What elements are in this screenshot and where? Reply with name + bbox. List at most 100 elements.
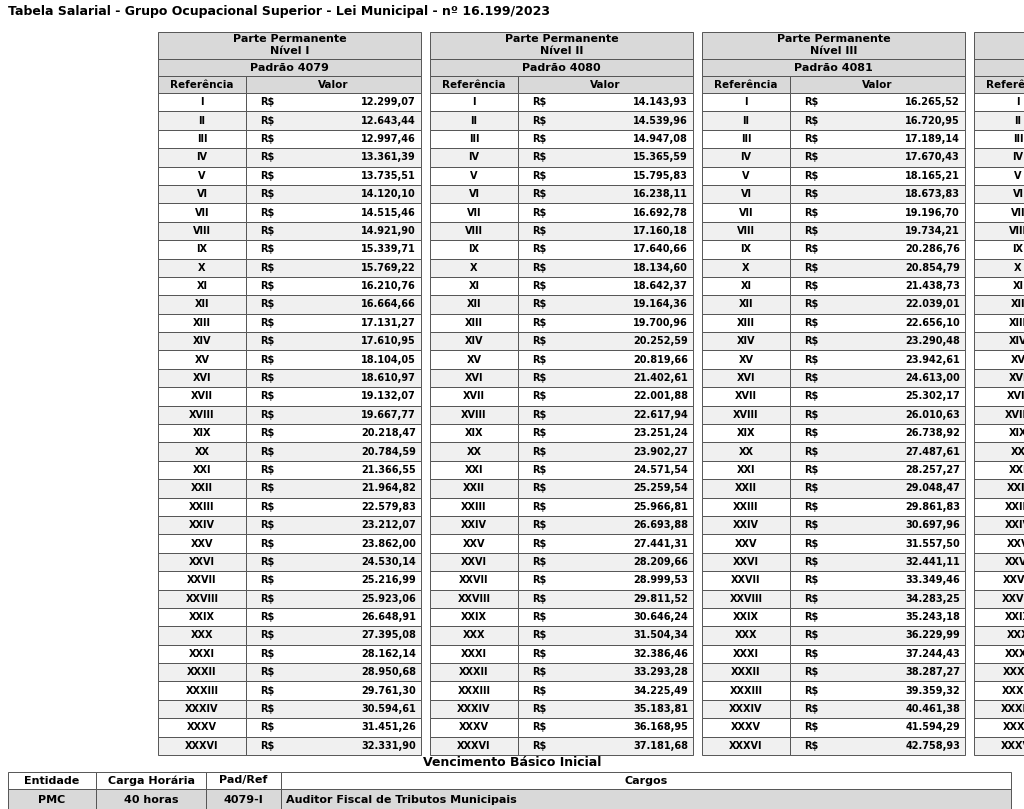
Text: 14.539,96: 14.539,96 — [633, 116, 688, 125]
Bar — [158, 203, 246, 222]
Text: R$: R$ — [804, 502, 818, 512]
Text: XVI: XVI — [465, 373, 483, 383]
Text: XXXV: XXXV — [187, 722, 217, 732]
Text: Referência: Referência — [442, 79, 506, 90]
Text: 25.923,06: 25.923,06 — [361, 594, 416, 604]
Bar — [702, 314, 790, 332]
Text: 26.693,88: 26.693,88 — [633, 520, 688, 530]
Bar — [246, 350, 421, 369]
Text: XII: XII — [738, 299, 754, 310]
Text: R$: R$ — [804, 686, 818, 696]
Bar — [790, 148, 965, 167]
Text: 27.441,31: 27.441,31 — [633, 539, 688, 549]
Text: R$: R$ — [804, 354, 818, 365]
Text: XXXIII: XXXIII — [729, 686, 763, 696]
Text: R$: R$ — [260, 281, 274, 291]
Bar — [790, 350, 965, 369]
Text: XXIX: XXIX — [189, 612, 215, 622]
Text: XXVI: XXVI — [733, 557, 759, 567]
Bar — [430, 129, 518, 148]
Bar — [702, 498, 790, 516]
Text: 33.293,28: 33.293,28 — [633, 667, 688, 677]
Text: XXVII: XXVII — [459, 575, 488, 585]
Bar — [246, 388, 421, 405]
Text: 31.504,34: 31.504,34 — [633, 630, 688, 641]
Text: R$: R$ — [260, 483, 274, 493]
Text: 13.361,39: 13.361,39 — [361, 152, 416, 163]
Bar — [974, 369, 1024, 388]
Bar — [430, 645, 518, 663]
Bar — [430, 369, 518, 388]
Text: XXII: XXII — [1007, 483, 1024, 493]
Bar — [246, 534, 421, 553]
Bar — [974, 93, 1024, 112]
Bar — [790, 553, 965, 571]
Text: III: III — [1013, 134, 1023, 144]
Text: R$: R$ — [532, 722, 546, 732]
Text: 18.165,21: 18.165,21 — [905, 171, 961, 180]
Bar — [790, 405, 965, 424]
Bar — [974, 259, 1024, 277]
Bar — [702, 479, 790, 498]
Text: R$: R$ — [260, 520, 274, 530]
Text: XXXVI: XXXVI — [458, 741, 490, 751]
Bar — [158, 718, 246, 737]
Text: XXVII: XXVII — [1004, 575, 1024, 585]
Bar — [790, 516, 965, 534]
Bar — [246, 148, 421, 167]
Bar — [96, 789, 206, 809]
Text: 16.720,95: 16.720,95 — [905, 116, 961, 125]
Bar — [974, 663, 1024, 681]
Bar — [281, 789, 1011, 809]
Bar — [702, 76, 790, 93]
Text: XXVIII: XXVIII — [729, 594, 763, 604]
Bar — [430, 590, 518, 608]
Text: XVIII: XVIII — [189, 410, 215, 420]
Bar — [246, 498, 421, 516]
Bar — [430, 424, 518, 443]
Text: 27.487,61: 27.487,61 — [905, 447, 961, 456]
Text: R$: R$ — [804, 465, 818, 475]
Text: XXVI: XXVI — [1005, 557, 1024, 567]
Bar — [158, 645, 246, 663]
Text: R$: R$ — [532, 299, 546, 310]
Text: 37.181,68: 37.181,68 — [633, 741, 688, 751]
Bar — [790, 590, 965, 608]
Text: 12.299,07: 12.299,07 — [361, 97, 416, 108]
Bar — [158, 259, 246, 277]
Text: XXXIV: XXXIV — [1001, 704, 1024, 714]
Text: Entidade: Entidade — [25, 776, 80, 786]
Text: XIV: XIV — [465, 337, 483, 346]
Bar — [518, 534, 693, 553]
Text: X: X — [1014, 263, 1022, 273]
Bar — [246, 76, 421, 93]
Text: XXIX: XXIX — [733, 612, 759, 622]
Text: XIX: XIX — [1009, 428, 1024, 438]
Bar — [430, 571, 518, 590]
Bar — [206, 772, 281, 789]
Bar — [158, 350, 246, 369]
Text: 31.451,26: 31.451,26 — [361, 722, 416, 732]
Text: R$: R$ — [532, 244, 546, 254]
Text: 12.643,44: 12.643,44 — [361, 116, 416, 125]
Text: XXX: XXX — [463, 630, 485, 641]
Text: R$: R$ — [804, 649, 818, 659]
Text: R$: R$ — [260, 741, 274, 751]
Bar — [974, 129, 1024, 148]
Bar — [246, 700, 421, 718]
Bar — [158, 553, 246, 571]
Text: III: III — [469, 134, 479, 144]
Bar — [430, 663, 518, 681]
Bar — [246, 424, 421, 443]
Bar — [518, 76, 693, 93]
Text: 22.039,01: 22.039,01 — [905, 299, 961, 310]
Bar — [158, 332, 246, 350]
Text: R$: R$ — [260, 704, 274, 714]
Text: Padrão 4079: Padrão 4079 — [250, 62, 329, 73]
Bar — [702, 32, 965, 59]
Bar — [518, 129, 693, 148]
Bar — [246, 295, 421, 314]
Text: XV: XV — [1011, 354, 1024, 365]
Text: R$: R$ — [804, 704, 818, 714]
Text: R$: R$ — [804, 741, 818, 751]
